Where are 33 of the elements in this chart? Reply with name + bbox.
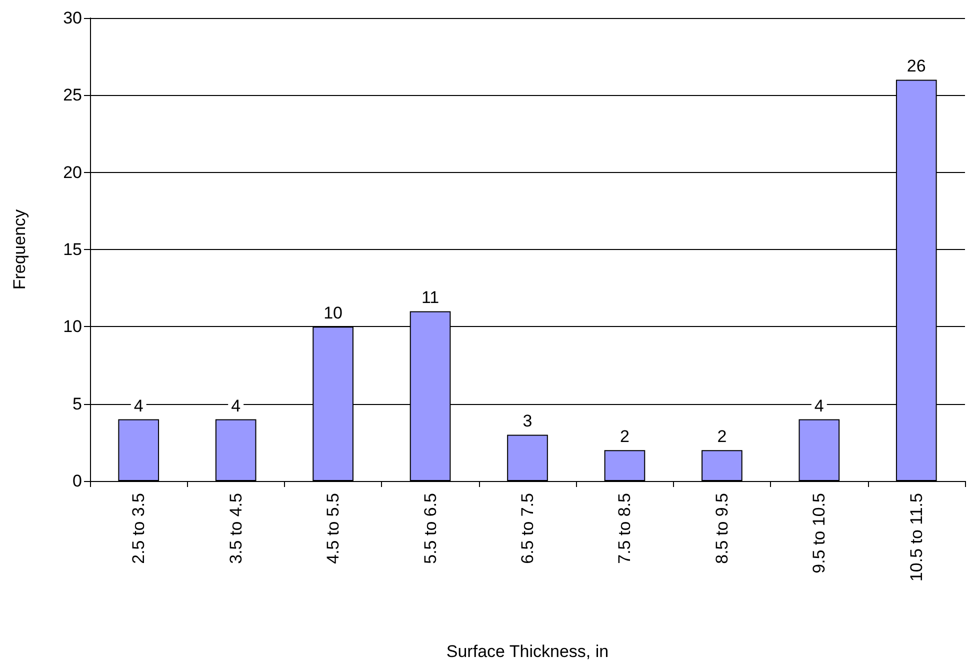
x-tick-label: 6.5 to 7.5 [518,493,537,564]
x-tick-label: 3.5 to 4.5 [226,493,246,564]
data-label: 3 [522,412,532,431]
data-label: 2 [620,427,630,446]
x-tick-label: 7.5 to 8.5 [615,493,634,564]
y-tick-label: 30 [63,8,82,28]
y-tick-label: 25 [63,86,82,105]
y-tick-label: 20 [63,162,82,182]
data-label: 4 [134,396,144,416]
bar [118,419,160,481]
y-tick-label: 5 [72,394,82,414]
bar [215,419,256,481]
data-label: 4 [814,396,824,416]
x-tick-label: 4.5 to 5.5 [324,493,343,564]
bar [798,419,840,481]
data-label: 10 [324,304,343,323]
bar [604,450,646,481]
data-label: 2 [717,427,727,446]
y-tick-label: 0 [72,472,82,490]
x-tick-label: 5.5 to 6.5 [420,493,440,564]
y-tick-label: 15 [63,240,82,259]
x-tick-label: 8.5 to 9.5 [712,493,732,564]
x-tick-label: 9.5 to 10.5 [810,493,829,574]
x-tick-label: 10.5 to 11.5 [906,493,926,582]
bar [702,450,742,481]
bar [507,434,548,481]
data-label: 26 [906,56,926,76]
data-label: 11 [421,288,440,308]
y-axis-title: Frequency [10,208,29,290]
x-tick-label: 2.5 to 3.5 [129,493,148,564]
y-tick-label: 10 [63,317,82,336]
x-axis-title: Surface Thickness, in [446,642,609,661]
data-label: 4 [231,396,241,416]
